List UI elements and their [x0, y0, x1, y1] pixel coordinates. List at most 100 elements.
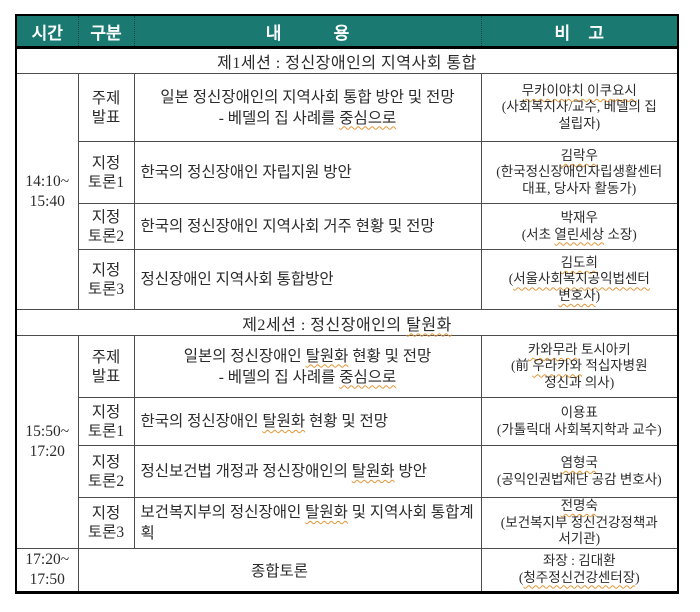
time-line: 14:10~ — [25, 172, 70, 190]
note-line: (前 우라카와 적십자병원 — [482, 358, 678, 375]
category-cell: 지정 토론2 — [77, 203, 135, 250]
note-line: (보건복지부 정신건강정책과 — [482, 515, 678, 532]
text-segment: (보건복지부 정신건강정책과 — [500, 514, 658, 530]
text-segment: ) — [595, 287, 601, 303]
spellcheck-underlined-text: 우라카와 — [532, 358, 583, 374]
table-row: 지정 토론3 보건복지부의 정신장애인 탈원화 및 지역사회 통합계획 전명숙 (보건복… — [16, 497, 679, 549]
section-title-line: 제1세션 : 정신장애인의 지역사회 통합 — [17, 49, 677, 73]
text-segment: 정신보건법 개정과 정신장애인의 — [140, 463, 352, 480]
category-cell: 지정 토론2 — [77, 445, 135, 498]
category-line: 발표 — [91, 108, 121, 126]
text-segment: 설립자) — [558, 115, 601, 131]
content-line: 종합토론 — [79, 559, 481, 581]
spellcheck-underlined-text: 청주정신건강센터장 — [523, 569, 636, 585]
time-cell: 17:20~ 17:50 — [15, 547, 79, 593]
note-line: 카와무라 토시아키 — [482, 342, 678, 359]
text-segment: ( — [508, 271, 514, 287]
text-segment: 한국의 정신장애인 자립지원 방안 — [140, 164, 352, 181]
content-cell: 보건복지부의 정신장애인 탈원화 및 지역사회 통합계획 — [133, 497, 482, 549]
note-line: 박재우 — [482, 210, 678, 227]
category-line: 지정 — [91, 154, 121, 172]
spellcheck-underlined-text: 서울사회복지공익법센터 — [513, 271, 650, 287]
time-line: 17:20 — [29, 442, 65, 460]
text-segment: - 베델의 집 사례를 — [218, 368, 340, 386]
text-segment: 좌장 : 김대환 — [542, 553, 616, 568]
category-line: 토론3 — [87, 280, 125, 298]
spellcheck-underlined-text: 김도희 — [560, 254, 598, 270]
content-line: 한국의 정신장애인 자립지원 방안 — [135, 162, 481, 183]
text-segment: (사회복지사/교수, 베델의 집 — [501, 99, 657, 115]
content-line: 한국의 정신장애인 탈원화 현황 및 전망 — [135, 411, 481, 432]
text-segment: 일본 정신장애인의 지역사회 통합 방안 및 전망 — [160, 88, 455, 106]
spellcheck-underlined-text: 염형국 — [560, 455, 598, 470]
note-line: 전명숙 — [482, 498, 678, 515]
category-cell: 주제 발표 — [77, 73, 135, 142]
text-segment: 소장) — [604, 226, 637, 242]
text-segment: 및 지역사회 통합계획 — [140, 503, 474, 542]
text-segment: 이용표 — [560, 405, 598, 420]
text-segment: 한국의 정신장애인 — [140, 413, 263, 430]
spellcheck-underlined-text: 전명숙 — [560, 498, 598, 513]
content-line: 일본 정신장애인의 지역사회 통합 방안 및 전망 — [135, 87, 481, 108]
table-row: 17:20~ 17:50 종합토론 좌장 : 김대환 (청주정신건강센터장) — [15, 547, 679, 593]
text-segment: (한국정신장애인자립생활센터 — [496, 164, 663, 180]
time-line: 15:40 — [29, 192, 65, 210]
spellcheck-underlined-text: 변호사 — [558, 287, 596, 303]
note-cell: 김도희 (서울사회복지공익법센터 변호사) — [480, 249, 679, 310]
content-line: - 베델의 집 사례를 중심으로 — [135, 108, 481, 129]
text-segment: 적십자병원 — [582, 358, 648, 374]
category-line: 토론1 — [87, 173, 125, 191]
note-line: (공익인권법재단 공감 변호사) — [482, 472, 678, 489]
note-line: (청주정신건강센터장) — [482, 570, 678, 587]
header-cell-content: 내 용 — [133, 15, 481, 49]
content-line: 보건복지부의 정신장애인 탈원화 및 지역사회 통합계획 — [135, 502, 481, 544]
note-line: (사회복지사/교수, 베델의 집 — [482, 99, 678, 116]
table-row: 14:10~ 15:40 주제 발표 일본 정신장애인의 지역사회 통합 방안 및 전망… — [15, 73, 679, 310]
text-segment: (가톨릭대 사회복지학과 교수) — [496, 421, 662, 437]
text-segment: 일본의 정신장애인 — [183, 347, 306, 365]
spellcheck-underlined-text: 카와무라 — [527, 341, 578, 357]
note-line: (한국정신장애인자립생활센터 — [482, 164, 678, 181]
table-row: 15:50~ 17:20 주제 발표 일본의 정신장애인 탈원화 현황 및 전망 - 베델… — [15, 335, 679, 549]
note-line: 정신과 의사) — [482, 375, 678, 392]
note-line: 무카이야치 이쿠요시 — [482, 83, 678, 100]
header-cell-category: 구분 — [77, 15, 134, 49]
text-segment: - 베델의 집 사례를 — [218, 109, 340, 127]
spellcheck-underlined-text: 탈원화 — [262, 413, 306, 430]
spellcheck-underlined-text: 무카이야치 이쿠요시 — [521, 82, 637, 98]
spellcheck-underlined-text: 탈원화 — [351, 463, 395, 480]
note-cell: 좌장 : 김대환 (청주정신건강센터장) — [480, 547, 679, 593]
content-cell: 정신장애인 지역사회 통합방안 — [133, 249, 482, 310]
table-body: 제1세션 : 정신장애인의 지역사회 통합 14:10~ 15:40 주제 발표 일본 정… — [15, 47, 679, 593]
table-row: 지정 토론2 정신보건법 개정과 정신장애인의 탈원화 방안 염형국 (공익인권법재단 … — [16, 445, 679, 498]
table-row: 지정 토론3 정신장애인 지역사회 통합방안 김도희 (서울사회복지공익법센터 변호사) — [16, 249, 679, 310]
category-line: 토론3 — [87, 523, 125, 541]
note-cell: 이용표 (가톨릭대 사회복지학과 교수) — [480, 397, 679, 446]
note-cell: 무카이야치 이쿠요시 (사회복지사/교수, 베델의 집 설립자) — [480, 73, 679, 142]
category-line: 토론1 — [87, 422, 125, 440]
table-row: 지정 토론1 한국의 정신장애인 탈원화 현황 및 전망 이용표 (가톨릭대 사회복지학… — [16, 397, 679, 446]
table-row: 지정 토론1 한국의 정신장애인 자립지원 방안 김락우 (한국정신장애인자립생활센터 대… — [16, 141, 679, 204]
note-line: 김락우 — [482, 148, 678, 165]
table-row: 지정 토론2 한국의 정신장애인 지역사회 거주 현황 및 전망 박재우 (서초 열린세… — [16, 203, 679, 250]
note-line: (서울사회복지공익법센터 — [482, 271, 678, 288]
note-cell: 염형국 (공익인권법재단 공감 변호사) — [480, 445, 679, 498]
spellcheck-underlined-text: 탈원화 — [305, 503, 348, 521]
section-title: 제1세션 : 정신장애인의 지역사회 통합 — [15, 47, 679, 74]
category-line: 지정 — [91, 403, 121, 421]
text-segment: 정신장애인 지역사회 통합방안 — [140, 271, 334, 288]
spellcheck-underlined-text: 김락우 — [560, 147, 598, 163]
section-title: 제2세션 : 정신장애인의 탈원화 — [15, 309, 679, 336]
category-cell: 지정 토론3 — [77, 249, 135, 310]
time-cell: 15:50~ 17:20 — [15, 335, 79, 549]
note-line: 대표, 당사자 활동가) — [482, 181, 678, 198]
text-segment: 종합토론 — [250, 562, 309, 580]
category-line: 주제 — [91, 89, 121, 107]
content-line: 정신보건법 개정과 정신장애인의 탈원화 방안 — [135, 461, 481, 482]
note-cell: 카와무라 토시아키 (前 우라카와 적십자병원 정신과 의사) — [480, 335, 679, 398]
category-line: 발표 — [91, 367, 121, 385]
content-line: 정신장애인 지역사회 통합방안 — [135, 269, 481, 290]
note-line: 설립자) — [482, 116, 678, 133]
